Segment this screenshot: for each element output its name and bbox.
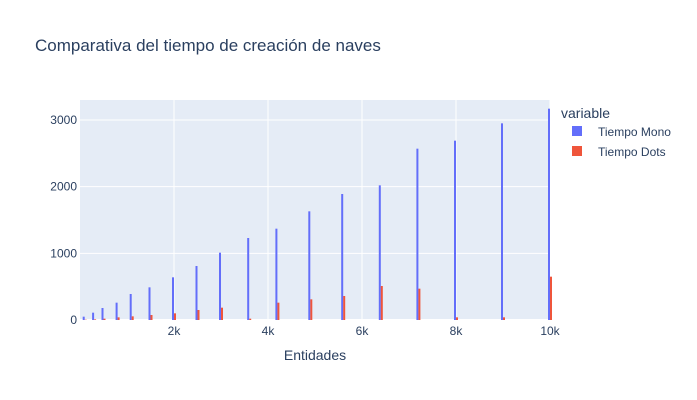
bar-tiempo-mono[interactable]	[92, 312, 95, 320]
x-tick-label: 4k	[262, 324, 276, 338]
bars[interactable]	[82, 108, 552, 320]
plot-area	[80, 100, 550, 320]
bar-tiempo-mono[interactable]	[247, 238, 250, 320]
bar-tiempo-dots[interactable]	[94, 319, 97, 320]
x-axis-ticks: 2k 4k 6k 8k 10k	[168, 324, 561, 338]
bar-tiempo-dots[interactable]	[277, 302, 280, 320]
bar-tiempo-mono[interactable]	[172, 277, 174, 320]
x-tick-label: 8k	[450, 324, 464, 338]
x-tick-label: 10k	[540, 324, 560, 338]
legend-label[interactable]: Tiempo Dots	[598, 145, 666, 159]
x-axis-title: Entidades	[284, 347, 346, 363]
bar-tiempo-mono[interactable]	[341, 194, 344, 320]
x-tick-label: 6k	[356, 324, 370, 338]
bar-tiempo-dots[interactable]	[380, 286, 383, 320]
bar-tiempo-mono[interactable]	[82, 316, 85, 320]
bar-tiempo-mono[interactable]	[115, 302, 118, 320]
bar-tiempo-dots[interactable]	[197, 310, 200, 320]
bar-tiempo-mono[interactable]	[378, 185, 381, 320]
legend-title: variable	[561, 105, 610, 121]
bar-tiempo-dots[interactable]	[456, 317, 458, 320]
x-tick-label: 2k	[168, 324, 182, 338]
bar-tiempo-mono[interactable]	[101, 308, 104, 320]
bar-tiempo-mono[interactable]	[195, 266, 198, 320]
bar-tiempo-dots[interactable]	[503, 317, 505, 320]
bar-tiempo-mono[interactable]	[308, 211, 311, 320]
bar-tiempo-mono[interactable]	[501, 123, 503, 320]
bar-tiempo-dots[interactable]	[550, 276, 552, 320]
bar-tiempo-mono[interactable]	[129, 294, 132, 320]
bar-tiempo-dots[interactable]	[150, 315, 153, 320]
bar-tiempo-dots[interactable]	[174, 313, 176, 320]
bar-tiempo-dots[interactable]	[310, 299, 313, 320]
bar-tiempo-dots[interactable]	[117, 317, 120, 320]
y-tick-label: 3000	[50, 113, 77, 127]
bar-tiempo-dots[interactable]	[103, 318, 106, 320]
bar-tiempo-mono[interactable]	[219, 252, 221, 320]
grid-lines	[80, 100, 551, 321]
bar-tiempo-mono[interactable]	[148, 287, 151, 320]
bar-tiempo-dots[interactable]	[221, 307, 223, 320]
bar-tiempo-mono[interactable]	[275, 228, 278, 320]
chart-title: Comparativa del tiempo de creación de na…	[35, 36, 381, 55]
bar-tiempo-dots[interactable]	[418, 288, 421, 320]
y-axis-ticks: 0 1000 2000 3000	[50, 113, 77, 327]
legend-label[interactable]: Tiempo Mono	[598, 125, 671, 139]
y-tick-label: 0	[70, 313, 77, 327]
legend-swatch[interactable]	[572, 126, 582, 136]
y-tick-label: 1000	[50, 246, 77, 260]
legend-swatch[interactable]	[572, 146, 582, 156]
legend[interactable]: variable Tiempo Mono Tiempo Dots	[561, 105, 671, 159]
bar-tiempo-dots[interactable]	[131, 316, 134, 320]
bar-tiempo-mono[interactable]	[548, 108, 550, 320]
bar-tiempo-dots[interactable]	[249, 318, 252, 320]
y-tick-label: 2000	[50, 180, 77, 194]
bar-tiempo-mono[interactable]	[416, 148, 419, 320]
bar-tiempo-dots[interactable]	[343, 296, 346, 320]
bar-tiempo-mono[interactable]	[454, 140, 456, 320]
